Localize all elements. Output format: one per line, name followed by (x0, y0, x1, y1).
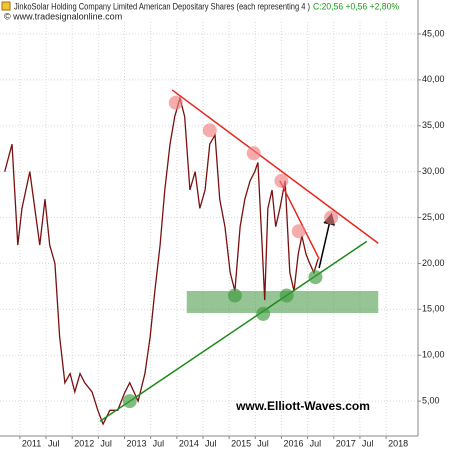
y-tick-label: 10,00 (422, 350, 445, 360)
source: © www.tradesignalonline.com (4, 11, 122, 21)
pivot-marker (274, 173, 289, 188)
pivot-marker (202, 123, 217, 138)
pivot-marker (168, 95, 183, 110)
trend-line (99, 240, 368, 422)
y-tick-label: 35,00 (422, 120, 445, 130)
price-info: C:20,56 +0,56 +2,80% (313, 1, 399, 11)
x-tick-label: 2014 (179, 438, 199, 448)
pivot-marker (308, 270, 323, 285)
x-tick-label: 2012 (74, 438, 94, 448)
y-tick-label: 20,00 (422, 258, 445, 268)
x-tick-label: 2013 (127, 438, 147, 448)
x-tick-label: Jul (362, 438, 374, 448)
y-tick-label: 45,00 (422, 28, 445, 38)
pivot-marker (227, 288, 242, 303)
y-tick-label: 5,00 (422, 395, 440, 405)
x-tick-label: Jul (205, 438, 217, 448)
watermark: www.Elliott-Waves.com (235, 399, 370, 413)
pivot-marker (324, 210, 339, 225)
icon (1, 1, 11, 11)
trend-line (171, 89, 379, 244)
pivot-marker (279, 288, 294, 303)
y-tick-label: 30,00 (422, 166, 445, 176)
x-tick-label: Jul (100, 438, 112, 448)
y-tick-label: 25,00 (422, 212, 445, 222)
x-tick-label: Jul (310, 438, 322, 448)
x-tick-label: 2011 (22, 438, 41, 448)
x-tick-label: 2018 (388, 438, 408, 448)
x-tick-label: 2016 (283, 438, 303, 448)
pivot-marker (256, 306, 271, 321)
x-tick-label: Jul (153, 438, 165, 448)
price-line (4, 95, 319, 426)
pivot-marker (246, 146, 261, 161)
trend-line (318, 212, 335, 269)
pivot-marker (122, 394, 137, 409)
chart-title: JinkoSolar Holding Company Limited Ameri… (14, 1, 310, 11)
y-tick-label: 40,00 (422, 74, 445, 84)
y-tick-label: 15,00 (422, 304, 445, 314)
trend-line (279, 180, 320, 260)
x-tick-label: Jul (257, 438, 269, 448)
x-tick-label: Jul (48, 438, 60, 448)
x-tick-label: 2015 (231, 438, 251, 448)
pivot-marker (291, 224, 306, 239)
x-tick-label: 2017 (336, 438, 356, 448)
